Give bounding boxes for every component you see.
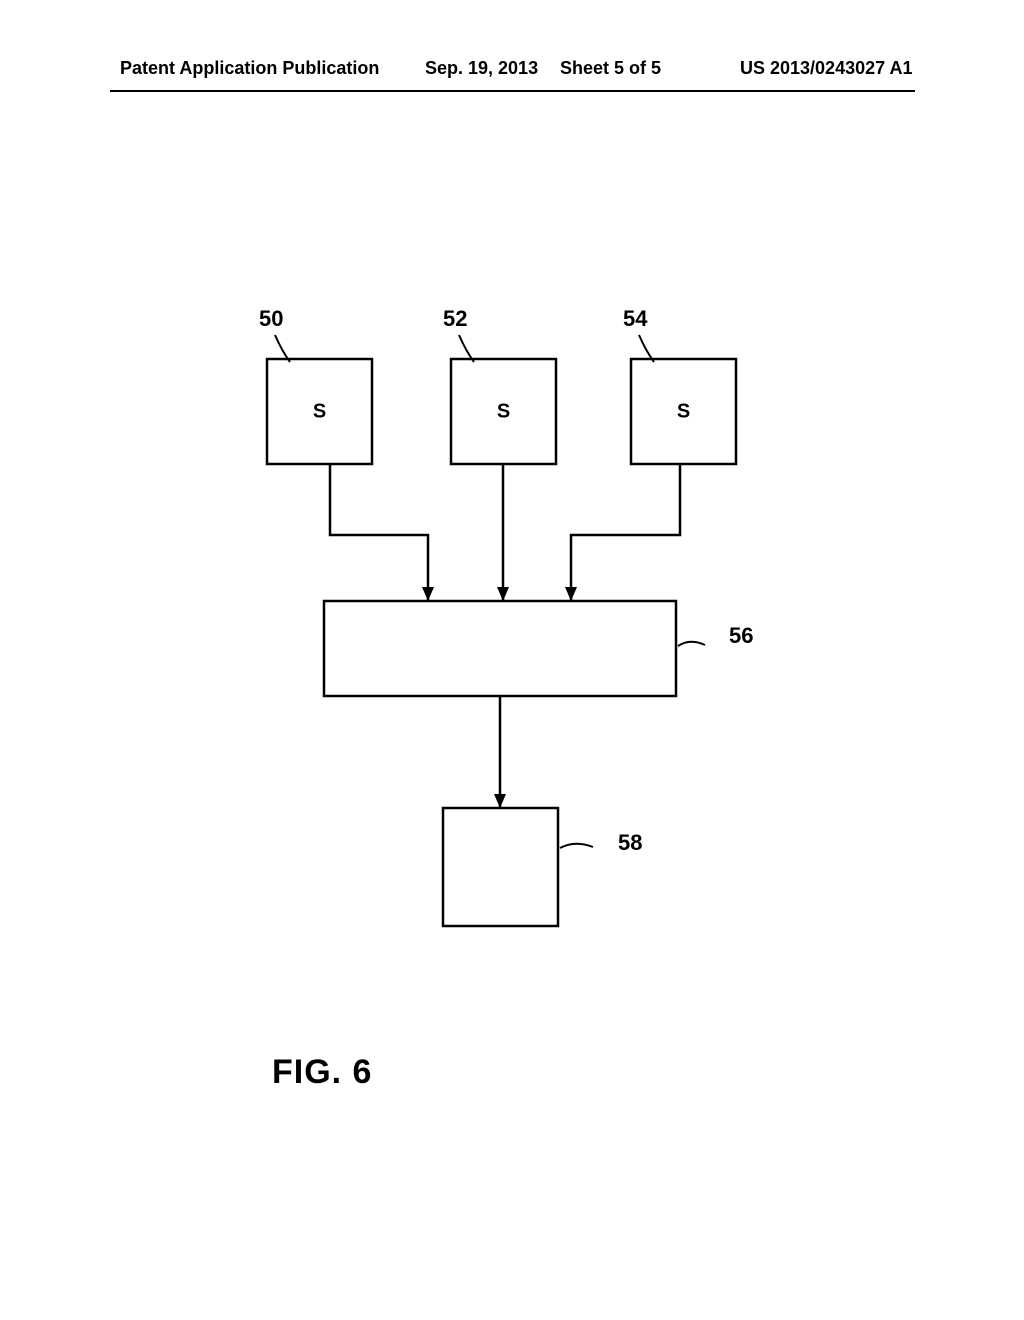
svg-text:54: 54	[623, 306, 648, 331]
svg-text:S: S	[677, 401, 690, 423]
page: Patent Application Publication Sep. 19, …	[0, 0, 1024, 1320]
svg-text:S: S	[313, 401, 326, 423]
svg-text:S: S	[497, 401, 510, 423]
svg-text:52: 52	[443, 306, 467, 331]
figure-label: FIG. 6	[272, 1053, 372, 1092]
svg-text:56: 56	[729, 623, 753, 648]
svg-text:58: 58	[618, 830, 642, 855]
figure-diagram: S 50 S 52 S 54 56 58	[0, 0, 1024, 1320]
svg-text:50: 50	[259, 306, 283, 331]
